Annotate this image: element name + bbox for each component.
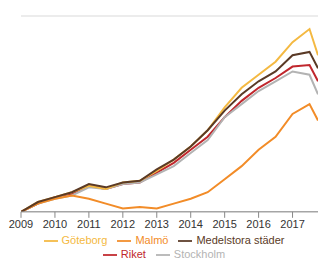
svg-text:2012: 2012 <box>111 218 135 230</box>
svg-text:2010: 2010 <box>43 218 67 230</box>
svg-text:2016: 2016 <box>246 218 270 230</box>
html-text:Stockholm: Stockholm <box>173 247 226 260</box>
svg-text:2015: 2015 <box>212 218 236 230</box>
svg-text:2009: 2009 <box>9 218 33 230</box>
svg-text:2014: 2014 <box>178 218 202 230</box>
html-text:Riket: Riket <box>120 247 146 260</box>
svg-text:2011: 2011 <box>77 218 101 230</box>
html-text:Malmö: Malmö <box>135 233 169 246</box>
svg-text:2017: 2017 <box>280 218 304 230</box>
html-text:Göteborg: Göteborg <box>61 233 108 246</box>
html-text:Medelstora städer: Medelstora städer <box>196 233 285 246</box>
svg-text:2013: 2013 <box>145 218 169 230</box>
